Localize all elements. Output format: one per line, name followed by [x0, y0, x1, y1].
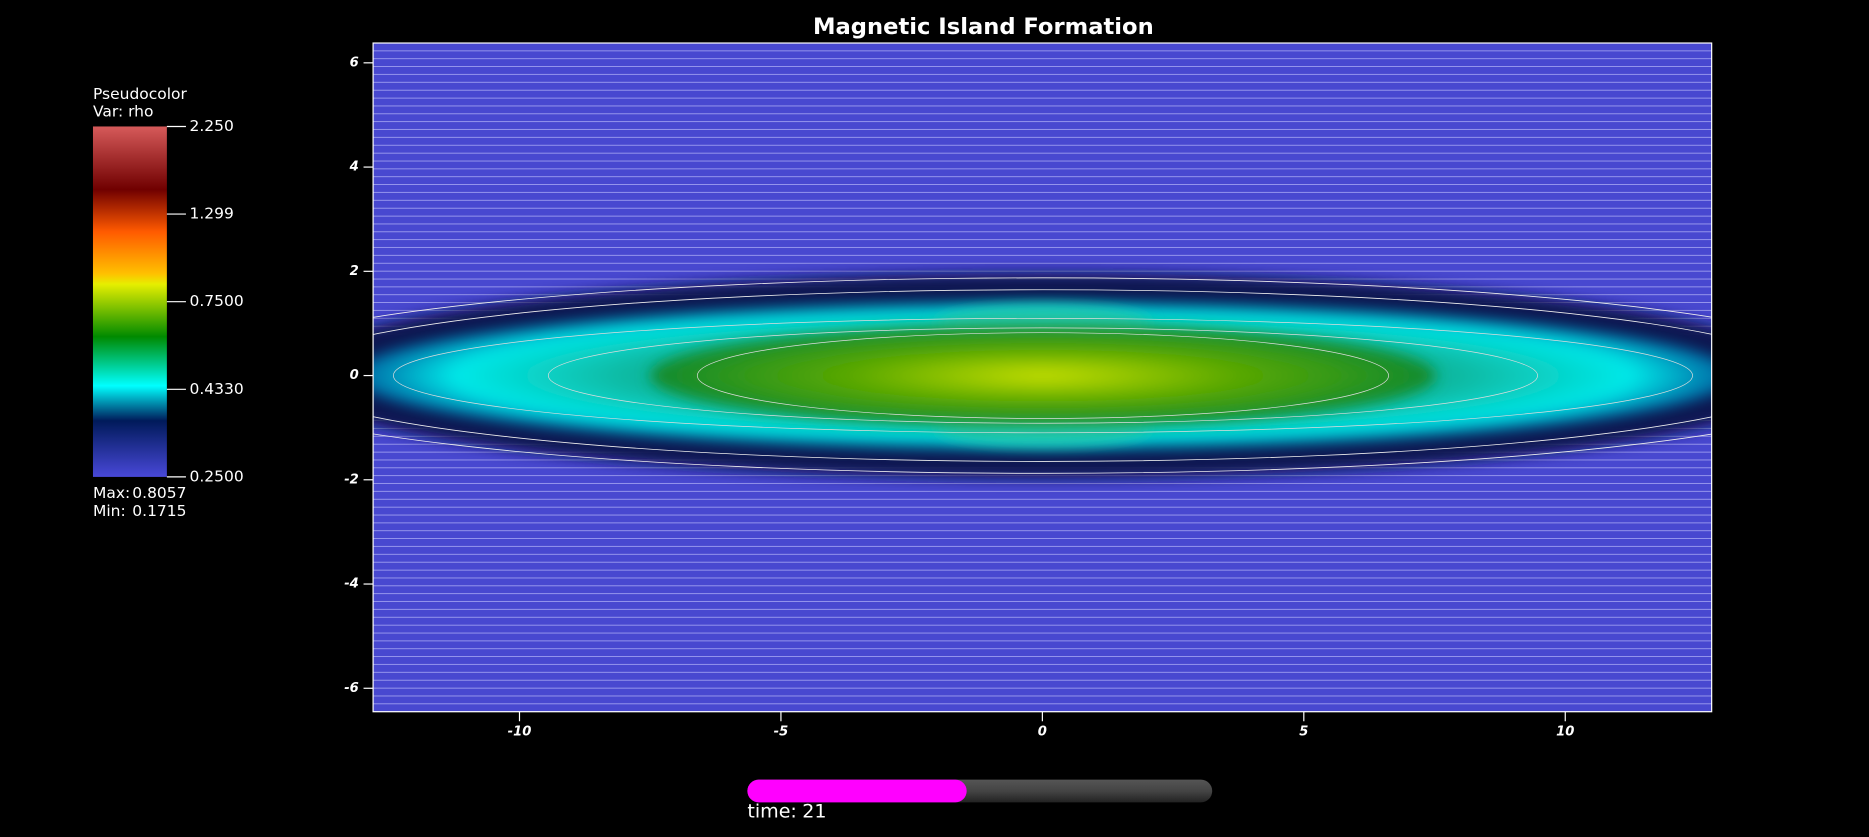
- colorbar-tick-label: 0.2500: [190, 467, 244, 485]
- time-slider-progress: [747, 779, 967, 803]
- x-tick-label: 0: [1038, 724, 1047, 739]
- legend-plot: Pseudocolor: [93, 85, 188, 103]
- time-label: time:: [747, 800, 796, 822]
- colorbar: [92, 126, 167, 477]
- legend-max-label: Max:: [93, 484, 130, 502]
- x-tick-label: 5: [1299, 724, 1308, 739]
- y-tick-label: -4: [344, 577, 359, 592]
- y-tick-label: 6: [350, 55, 359, 70]
- legend-min: 0.1715: [132, 502, 186, 520]
- x-tick-label: 10: [1556, 724, 1574, 739]
- y-tick-label: 0: [350, 368, 359, 383]
- y-tick-label: -2: [344, 472, 359, 487]
- colorbar-tick-label: 1.299: [190, 205, 234, 223]
- y-tick-label: 2: [350, 264, 359, 279]
- y-tick-label: -6: [344, 681, 359, 696]
- time-value: 21: [802, 800, 826, 822]
- title: Magnetic Island Formation: [813, 14, 1154, 40]
- field: [373, 43, 1712, 712]
- colorbar-tick-label: 0.4330: [190, 380, 244, 398]
- x-tick-label: -10: [508, 724, 532, 739]
- legend-var: Var: rho: [93, 103, 153, 121]
- x-tick-label: -5: [774, 724, 789, 739]
- colorbar-tick-label: 0.7500: [190, 292, 244, 310]
- y-tick-label: 4: [349, 160, 359, 175]
- legend-min-label: Min:: [93, 502, 126, 520]
- legend-max: 0.8057: [132, 484, 186, 502]
- colorbar-tick-label: 2.250: [190, 117, 234, 135]
